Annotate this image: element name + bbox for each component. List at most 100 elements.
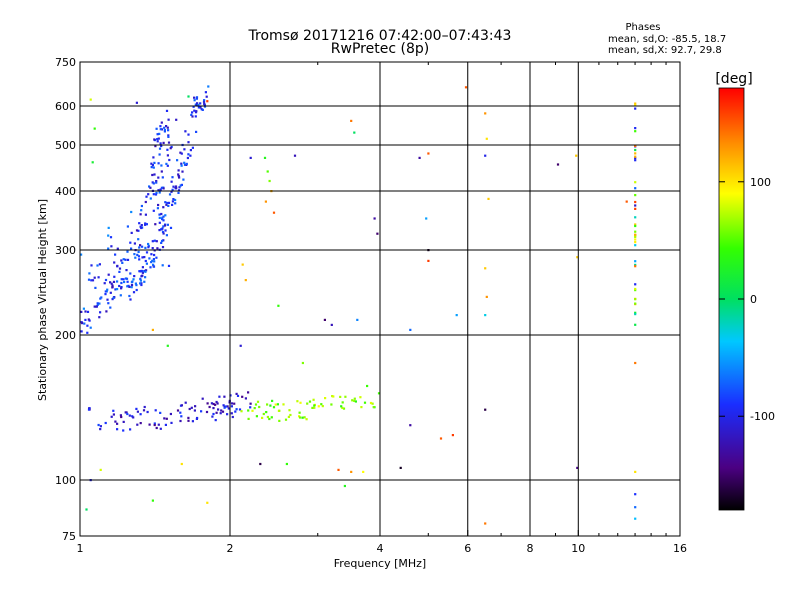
data-point [90,279,93,282]
data-point [189,154,192,157]
data-point [634,223,637,226]
data-point [634,159,637,162]
data-point [266,170,269,173]
data-point [141,245,144,248]
data-points [80,85,637,525]
data-point [160,164,163,167]
data-point [135,288,138,292]
data-point [204,91,207,94]
data-point [341,406,344,409]
data-point [166,164,169,167]
data-point [181,170,184,173]
data-point [306,402,309,405]
data-point [239,344,242,347]
data-point [177,169,180,172]
y-tick-label: 500 [55,139,76,152]
data-point [249,156,252,159]
data-point [120,278,123,281]
data-point [177,173,180,176]
data-point [151,164,154,167]
data-point [362,470,365,473]
data-point [264,200,267,203]
data-point [224,405,228,408]
data-point [175,186,178,190]
data-point [244,397,247,400]
data-point [634,148,637,152]
data-point [149,197,152,200]
data-point [165,162,168,165]
data-point [240,410,243,413]
data-point [369,401,373,405]
data-point [118,284,121,288]
data-point [176,159,179,162]
data-point [94,286,97,289]
data-point [634,311,637,314]
data-point [484,154,487,157]
data-point [109,291,112,294]
data-point [274,403,277,406]
data-point [138,258,141,261]
data-point [112,280,116,283]
data-point [187,141,190,144]
data-point [91,161,94,164]
data-point [135,101,138,104]
data-point [235,408,238,411]
data-point [159,125,162,128]
data-point [226,405,229,408]
data-point [116,264,119,267]
data-point [87,278,91,281]
data-point [195,103,198,106]
data-point [183,163,187,166]
data-point [634,130,637,133]
data-point [121,261,124,264]
data-point [116,280,119,283]
data-point [156,247,159,250]
y-tick-label: 100 [55,474,76,487]
data-point [227,407,230,410]
data-point [122,429,125,432]
data-point [124,411,127,414]
data-point [455,314,458,317]
data-point [150,162,153,165]
data-point [140,204,143,208]
data-point [89,98,92,101]
data-point [166,154,169,157]
data-point [145,195,148,198]
data-point [234,410,237,413]
data-point [153,138,156,141]
data-point [160,241,163,244]
data-point [144,259,147,263]
data-point [159,188,162,191]
data-point [191,420,194,423]
data-point [113,261,116,264]
data-point [136,423,139,426]
data-point [634,287,637,291]
data-point [230,402,233,405]
data-point [261,416,264,419]
data-point [634,361,637,365]
data-point [427,152,430,155]
data-point [126,225,129,228]
data-point [153,161,156,164]
data-point [111,298,114,301]
data-point [156,140,159,143]
data-point [150,166,153,169]
data-point [161,216,164,219]
data-point [231,415,234,419]
data-point [148,423,151,426]
colorbar-tick-label: -100 [750,410,775,423]
data-point [160,186,163,189]
data-point [132,416,135,419]
data-point [353,399,356,402]
data-point [139,244,142,247]
data-point [98,263,101,266]
x-tick-label: 16 [673,542,687,555]
data-point [191,115,194,118]
data-point [634,204,637,207]
data-point [576,466,579,469]
data-point [160,228,163,231]
data-point [140,209,143,212]
data-point [201,108,204,111]
data-point [278,419,281,422]
data-point [112,296,115,299]
